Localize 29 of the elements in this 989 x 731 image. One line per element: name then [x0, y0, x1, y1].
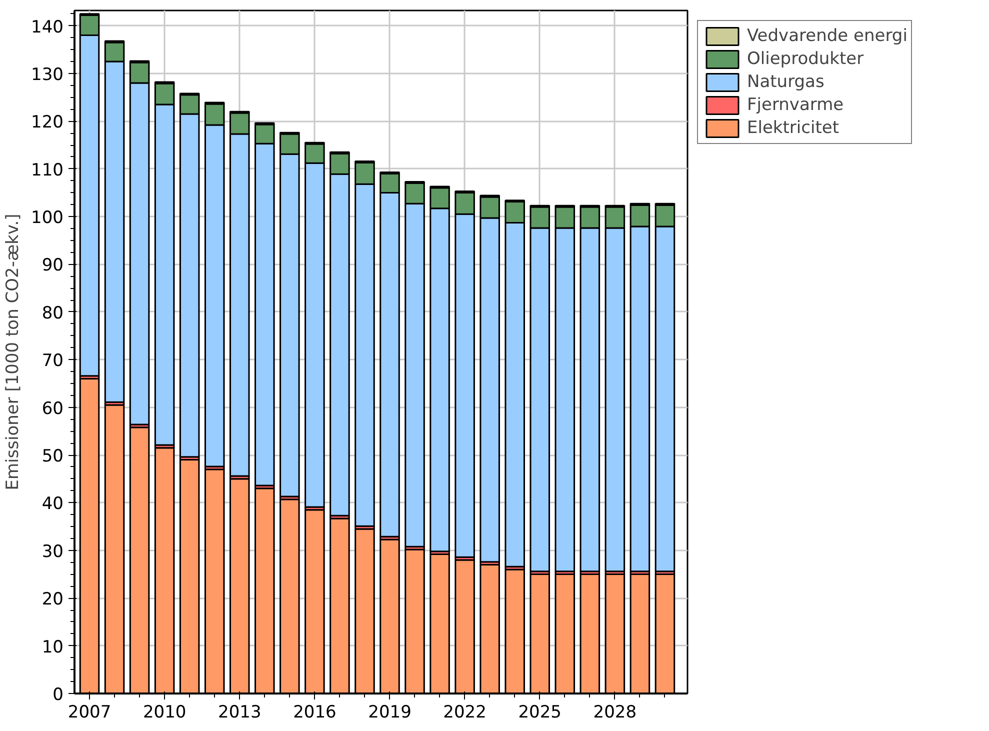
x-tick-label: 2022: [443, 702, 486, 722]
y-tick-label: 140: [31, 17, 64, 38]
legend-label: Fjernvarme: [747, 95, 844, 115]
legend-label: Olieprodukter: [747, 49, 864, 69]
y-tick-label: 50: [42, 446, 64, 467]
y-tick-label: 30: [42, 542, 64, 562]
y-tick-label: 70: [42, 351, 64, 372]
y-tick-label: 20: [42, 590, 64, 610]
y-tick-label: 80: [42, 303, 64, 324]
y-tick-label: 110: [31, 160, 64, 180]
y-tick-label: 0: [52, 685, 64, 705]
legend-label: Elektricitet: [747, 118, 840, 138]
x-tick-label: 2019: [368, 702, 412, 722]
y-tick-label: 60: [42, 398, 64, 419]
legend-label: Vedvarende energi: [747, 26, 908, 46]
x-tick-label: 2007: [68, 702, 112, 722]
x-tick-label: 2010: [142, 702, 186, 722]
y-axis-title: Emissioner [1000 ton CO2-ækv.]: [3, 214, 24, 490]
x-tick-label: 2013: [218, 702, 262, 722]
y-tick-label: 130: [31, 64, 64, 85]
y-tick-label: 40: [42, 494, 64, 514]
x-tick-label: 2016: [293, 702, 336, 722]
x-tick-label: 2025: [518, 702, 562, 722]
x-tick-label: 2028: [593, 702, 637, 722]
legend-label: Naturgas: [747, 72, 824, 92]
y-tick-label: 90: [42, 256, 64, 276]
y-tick-label: 120: [31, 112, 64, 133]
y-tick-label: 100: [31, 208, 64, 228]
y-tick-label: 10: [42, 637, 64, 658]
